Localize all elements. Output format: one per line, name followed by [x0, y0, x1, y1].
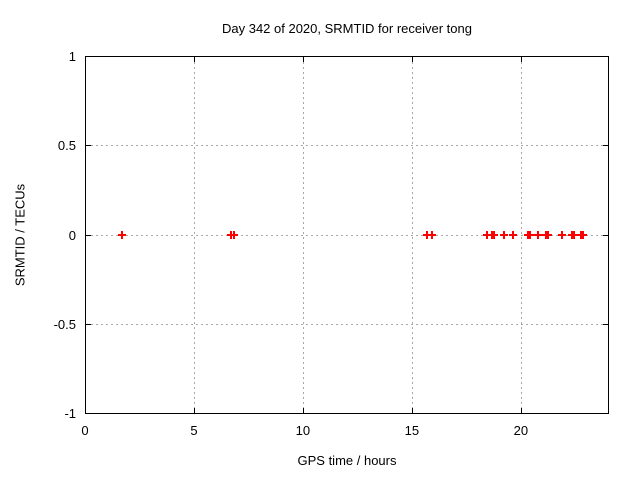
data-point-marker	[558, 230, 567, 239]
y-tick-mark	[86, 323, 91, 325]
x-tick-mark	[520, 408, 522, 413]
y-tick-mark	[603, 323, 608, 325]
y-tick-label: -1	[64, 406, 76, 421]
data-point-marker	[569, 230, 578, 239]
data-point-marker	[483, 230, 492, 239]
y-gridline	[86, 234, 607, 236]
chart-title: Day 342 of 2020, SRMTID for receiver ton…	[221, 21, 472, 36]
x-gridline	[193, 57, 195, 412]
plot-area	[85, 56, 609, 414]
y-tick-mark	[603, 145, 608, 147]
y-tick-mark	[603, 56, 608, 57]
x-gridline	[302, 57, 304, 412]
y-tick-mark	[86, 145, 91, 147]
data-point-marker	[229, 230, 238, 239]
y-gridline	[86, 323, 607, 325]
x-tick-mark	[85, 408, 86, 413]
x-axis-label: GPS time / hours	[297, 453, 397, 468]
x-gridline	[520, 57, 522, 412]
data-point-marker	[423, 230, 432, 239]
y-tick-label: 0.5	[57, 138, 76, 154]
y-tick-mark	[86, 413, 91, 414]
x-tick-label: 10	[295, 423, 311, 438]
x-tick-label: 5	[190, 423, 198, 438]
x-tick-mark	[302, 57, 304, 62]
x-tick-label: 20	[513, 423, 529, 438]
y-tick-label: 1	[68, 49, 76, 64]
x-tick-mark	[302, 408, 304, 413]
y-tick-mark	[86, 234, 91, 236]
data-point-marker	[509, 230, 518, 239]
x-tick-mark	[520, 57, 522, 62]
x-tick-mark	[193, 408, 195, 413]
data-point-marker	[544, 230, 553, 239]
x-tick-label: 0	[81, 423, 89, 438]
data-point-marker	[533, 230, 542, 239]
data-point-marker	[525, 230, 534, 239]
data-point-marker	[118, 230, 127, 239]
x-tick-mark	[85, 57, 86, 62]
y-tick-label: 0	[68, 227, 76, 243]
y-gridline	[86, 145, 607, 147]
x-tick-label: 15	[404, 423, 420, 438]
data-point-marker	[427, 230, 436, 239]
y-tick-mark	[86, 56, 91, 57]
y-tick-label: -0.5	[53, 316, 76, 332]
x-gridline	[411, 57, 413, 412]
x-tick-mark	[411, 408, 413, 413]
x-tick-mark	[411, 57, 413, 62]
data-point-marker	[578, 230, 587, 239]
x-tick-mark	[193, 57, 195, 62]
y-tick-mark	[603, 234, 608, 236]
y-tick-mark	[603, 413, 608, 414]
data-point-marker	[490, 230, 499, 239]
data-point-marker	[499, 230, 508, 239]
